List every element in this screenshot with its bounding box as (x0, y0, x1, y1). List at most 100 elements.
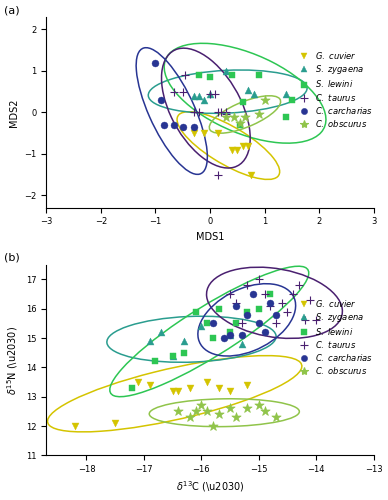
Point (256, 402, 262, 409)
Point (239, 340, 245, 348)
Point (158, 96, 164, 104)
Point (244, 404, 250, 412)
Point (170, 352, 176, 360)
Point (256, 276, 262, 283)
Point (191, 92, 197, 100)
Point (234, 146, 240, 154)
Point (267, 299, 274, 307)
Point (233, 299, 239, 307)
Point (182, 71, 189, 79)
Point (250, 290, 256, 298)
Point (204, 320, 210, 328)
Point (170, 387, 176, 395)
Point (245, 142, 251, 150)
Point (196, 92, 202, 100)
Point (284, 308, 291, 316)
Point (223, 110, 229, 118)
Point (251, 90, 257, 98)
Point (72, 422, 78, 430)
Point (223, 112, 229, 120)
Point (237, 119, 243, 127)
Point (191, 123, 197, 131)
Point (135, 378, 141, 386)
Point (175, 408, 182, 416)
Point (289, 96, 295, 104)
Point (210, 334, 216, 342)
Point (233, 413, 239, 421)
Point (201, 129, 208, 137)
Point (262, 408, 268, 416)
Point (212, 90, 218, 98)
Point (239, 320, 245, 328)
Point (170, 352, 176, 360)
Point (227, 331, 233, 339)
Point (267, 290, 274, 298)
Text: (a): (a) (4, 5, 19, 15)
Point (229, 71, 235, 79)
Point (256, 110, 262, 118)
Legend: $\it{G.}$ $\it{cuvier}$, $\it{S.}$ $\it{zygaena}$, $\it{S.}$ $\it{lewini}$, $\it: $\it{G.}$ $\it{cuvier}$, $\it{S.}$ $\it{… (292, 47, 376, 132)
Point (239, 142, 246, 150)
Point (215, 129, 221, 137)
Point (242, 112, 249, 120)
Point (256, 320, 262, 328)
Point (313, 316, 319, 324)
Point (223, 108, 229, 116)
Point (227, 404, 233, 412)
Point (279, 299, 285, 307)
Point (244, 381, 250, 389)
Point (245, 86, 251, 94)
Point (244, 308, 250, 316)
Point (198, 402, 204, 409)
Point (181, 337, 187, 345)
Point (262, 328, 268, 336)
Point (231, 112, 237, 120)
Point (218, 108, 224, 116)
X-axis label: MDS1: MDS1 (196, 232, 224, 242)
Point (227, 328, 233, 336)
Point (204, 408, 210, 416)
Point (158, 328, 164, 336)
Point (198, 322, 204, 330)
Point (283, 112, 289, 120)
Point (283, 90, 289, 98)
Point (171, 88, 178, 96)
Point (215, 410, 222, 418)
Point (233, 302, 239, 310)
Point (175, 387, 182, 395)
Point (191, 108, 197, 116)
Point (161, 121, 167, 129)
Point (239, 98, 246, 106)
Point (187, 413, 193, 421)
Point (227, 290, 233, 298)
Point (229, 146, 235, 154)
Point (244, 310, 250, 318)
Point (171, 121, 178, 129)
Point (152, 58, 158, 66)
Point (307, 296, 314, 304)
Point (192, 308, 199, 316)
Point (227, 387, 233, 395)
Point (248, 170, 254, 178)
Point (147, 337, 153, 345)
Y-axis label: MDS2: MDS2 (9, 98, 19, 126)
Point (301, 316, 308, 324)
Point (273, 310, 279, 318)
Point (196, 71, 202, 79)
Point (207, 73, 213, 81)
Point (256, 304, 262, 312)
Point (215, 170, 221, 178)
Point (207, 90, 213, 98)
Point (296, 281, 302, 289)
Y-axis label: $\delta^{15}$N (\u2030): $\delta^{15}$N (\u2030) (5, 326, 20, 394)
Point (180, 123, 186, 131)
Point (181, 348, 187, 356)
Point (112, 419, 118, 427)
Point (244, 281, 250, 289)
Point (207, 90, 213, 98)
Point (227, 331, 233, 339)
Point (273, 413, 279, 421)
Point (215, 108, 221, 116)
Point (237, 121, 243, 129)
Point (273, 320, 279, 328)
